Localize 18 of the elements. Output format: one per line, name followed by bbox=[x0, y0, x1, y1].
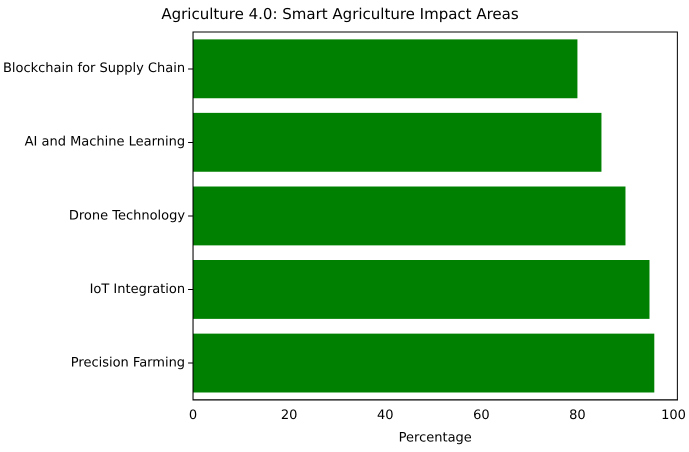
y-tick-label: Drone Technology bbox=[68, 208, 186, 224]
x-tick-label: 100 bbox=[661, 408, 686, 423]
y-tick-label: Blockchain for Supply Chain bbox=[2, 61, 186, 76]
y-tick-label: AI and Machine Learning bbox=[24, 134, 186, 150]
bar bbox=[193, 39, 578, 98]
bar bbox=[193, 112, 602, 172]
x-tick-label: 60 bbox=[473, 408, 490, 423]
x-tick-label: 40 bbox=[376, 408, 394, 423]
bar bbox=[193, 260, 650, 319]
x-tick-label: 0 bbox=[188, 408, 198, 423]
y-tick-label: IoT Integration bbox=[90, 282, 186, 297]
y-tick-label: Precision Farming bbox=[70, 355, 186, 370]
x-tick-label: 80 bbox=[569, 408, 586, 423]
bar bbox=[193, 334, 654, 392]
chart-title: Agriculture 4.0: Smart Agriculture Impact Areas bbox=[161, 4, 519, 23]
bar bbox=[193, 186, 626, 246]
x-axis-title: Percentage bbox=[398, 430, 472, 446]
x-tick-label: 20 bbox=[280, 408, 298, 423]
